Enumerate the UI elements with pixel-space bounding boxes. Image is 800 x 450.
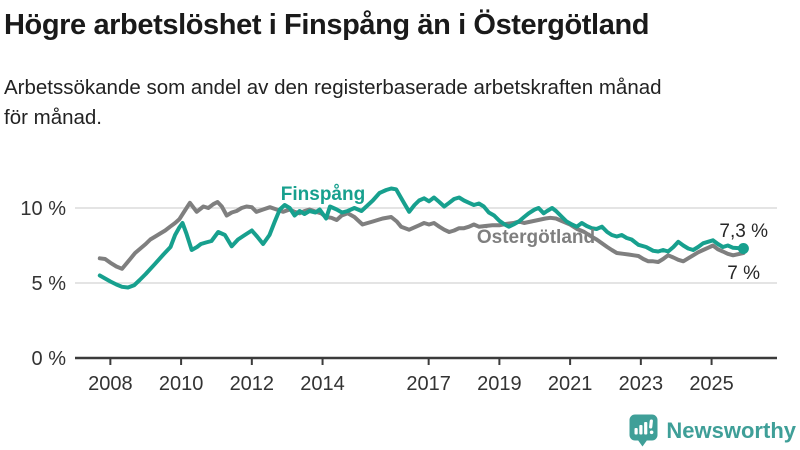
x-axis-label-2023: 2023 (619, 373, 664, 395)
y-axis-label-0: 0 % (32, 348, 67, 370)
bar-chart-speech-bubble-icon (629, 414, 659, 447)
series-line-östergötland (97, 200, 746, 271)
y-axis-label-10: 10 % (20, 198, 66, 220)
logo-text: Newsworthy (666, 417, 796, 443)
newsworthy-logo: Newsworthy (629, 414, 796, 447)
x-axis-label-2019: 2019 (477, 373, 522, 395)
x-axis-label-2008: 2008 (88, 373, 133, 395)
end-value-label-0: 7,3 % (719, 221, 768, 242)
x-axis-label-2010: 2010 (159, 373, 204, 395)
series-label-finspång: Finspång (281, 184, 365, 205)
series-end-dot-finspång (737, 243, 749, 254)
page-title: Högre arbetslöshet i Finspång än i Öster… (4, 9, 650, 41)
x-axis-label-2012: 2012 (230, 373, 275, 395)
series-line-finspång (97, 186, 746, 290)
end-value-label-1: 7 % (727, 263, 760, 284)
chart-subtitle: Arbetssökande som andel av den registerb… (4, 73, 662, 133)
x-axis-label-2025: 2025 (689, 373, 734, 395)
x-axis-label-2014: 2014 (300, 373, 345, 395)
series-label-östergötland: Östergötland (477, 227, 595, 248)
y-axis-label-5: 5 % (32, 273, 67, 295)
x-axis-label-2021: 2021 (548, 373, 593, 395)
subtitle-line-2: för månad. (4, 106, 102, 129)
x-axis-label-2017: 2017 (406, 373, 451, 395)
subtitle-line-1: Arbetssökande som andel av den registerb… (4, 76, 662, 99)
